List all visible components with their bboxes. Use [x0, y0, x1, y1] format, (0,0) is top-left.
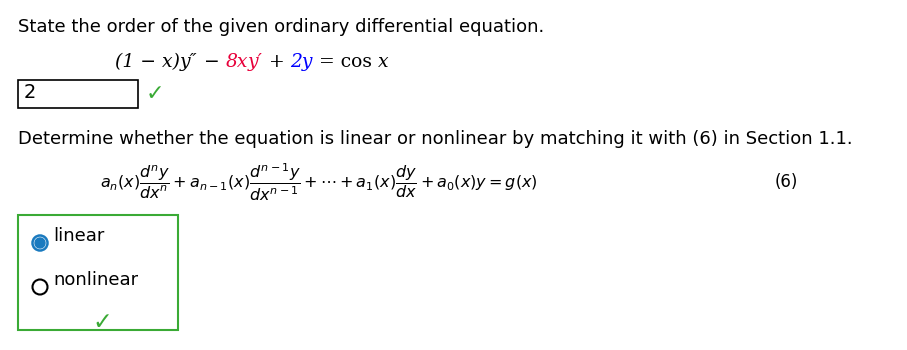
- Text: $a_n(x)\dfrac{d^n y}{dx^n} + a_{n-1}(x)\dfrac{d^{n-1}y}{dx^{n-1}} + \cdots + a_1: $a_n(x)\dfrac{d^n y}{dx^n} + a_{n-1}(x)\…: [100, 161, 538, 203]
- Circle shape: [35, 238, 45, 248]
- Text: y″: y″: [180, 53, 198, 71]
- Text: = cos: = cos: [313, 53, 378, 71]
- FancyBboxPatch shape: [18, 215, 178, 330]
- FancyBboxPatch shape: [18, 80, 138, 108]
- Text: nonlinear: nonlinear: [53, 271, 138, 289]
- Text: x: x: [378, 53, 388, 71]
- Text: 8x: 8x: [225, 53, 248, 71]
- Text: Determine whether the equation is linear or nonlinear by matching it with (6) in: Determine whether the equation is linear…: [18, 130, 853, 148]
- Text: ✓: ✓: [146, 84, 165, 104]
- Text: +: +: [263, 53, 290, 71]
- Text: State the order of the given ordinary differential equation.: State the order of the given ordinary di…: [18, 18, 544, 36]
- Text: ✓: ✓: [92, 310, 112, 334]
- Text: y′: y′: [248, 53, 263, 71]
- Text: −: −: [198, 53, 225, 71]
- Text: 2: 2: [24, 84, 36, 103]
- Text: (6): (6): [775, 173, 798, 191]
- Text: linear: linear: [53, 227, 104, 245]
- Text: (1 − x): (1 − x): [115, 53, 180, 71]
- Text: 2y: 2y: [290, 53, 313, 71]
